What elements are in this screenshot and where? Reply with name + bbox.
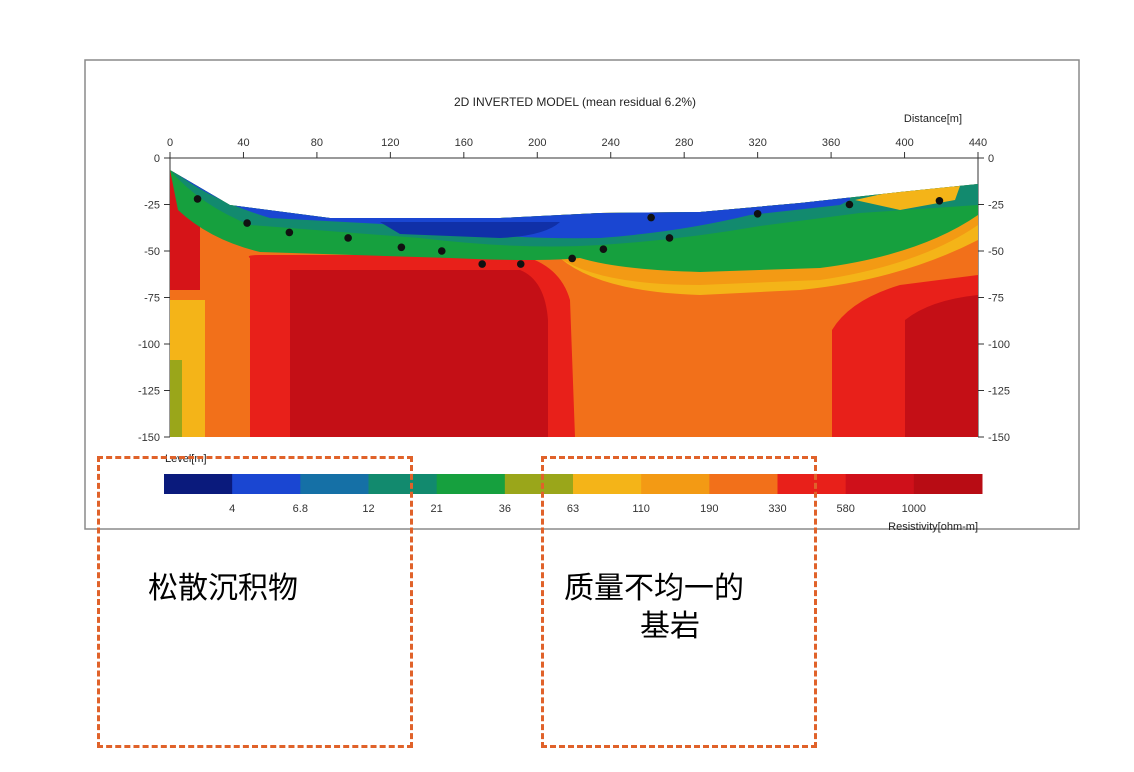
y-tick-label-left: 0 — [154, 153, 160, 165]
loose-sediment-annotation: 松散沉积物 — [148, 571, 298, 606]
colorbar-segment — [777, 474, 847, 494]
x-tick-label: 0 — [167, 137, 173, 149]
colorbar-labels: 4 6.8 12 21 36 63 110 190 330 580 1000 — [229, 503, 926, 515]
y-tick-label-right: -75 — [988, 293, 1004, 305]
colorbar-segment — [300, 474, 369, 494]
colorbar-label: 6.8 — [293, 503, 308, 515]
colorbar-label: 580 — [836, 503, 854, 515]
y-tick-label-right: -100 — [988, 339, 1010, 351]
y-axis-ticks: 0 0 -25 -25 -50 -50 -75 -75 -100 -100 -125 -125 -150… — [138, 153, 1010, 444]
y-tick-label-left: -150 — [138, 432, 160, 444]
electrode-dot — [285, 228, 294, 237]
x-tick-label: 440 — [969, 137, 987, 149]
electrode-dot — [845, 200, 854, 209]
y-tick-label-left: -75 — [144, 293, 160, 305]
layer-navy-patches — [380, 222, 560, 238]
electrode-dot — [665, 234, 674, 242]
colorbar-segment — [164, 474, 233, 494]
colorbar-segment — [845, 474, 915, 494]
x-tick-label: 320 — [748, 137, 766, 149]
bedrock-annotation-line1: 质量不均一的 — [564, 571, 744, 606]
layer-left-olive — [170, 360, 182, 437]
electrode-points — [193, 195, 944, 268]
y-tick-label-right: -25 — [988, 200, 1004, 212]
colorbar-label: 190 — [700, 503, 718, 515]
electrode-dot — [753, 210, 762, 218]
resistivity-label: Resistivity[ohm-m] — [888, 521, 978, 533]
layer-right-top-patch — [855, 186, 960, 210]
electrode-dot — [516, 260, 525, 268]
x-axis-ticks: 0 40 80 120 160 200 240 280 320 360 400 440 — [167, 137, 987, 158]
x-tick-label: 360 — [822, 137, 840, 149]
bedrock-annotation-line2: 基岩 — [640, 609, 700, 644]
colorbar-segment — [504, 474, 574, 494]
x-tick-label: 400 — [895, 137, 913, 149]
layer-deep-darkred-block — [290, 270, 548, 437]
colorbar-label: 12 — [362, 503, 374, 515]
colorbar-segment — [368, 474, 438, 494]
y-tick-label-left: -50 — [144, 246, 160, 258]
y-tick-label-right: -150 — [988, 432, 1010, 444]
distance-axis-label: Distance[m] — [904, 113, 962, 125]
electrode-dot — [193, 195, 202, 203]
colorbar-segment — [436, 474, 506, 494]
colorbar-segment — [709, 474, 778, 494]
electrode-dot — [647, 213, 655, 222]
colorbar-segment — [641, 474, 710, 494]
colorbar-label: 36 — [499, 503, 511, 515]
chart-title: 2D INVERTED MODEL (mean residual 6.2%) — [454, 95, 696, 109]
x-tick-label: 200 — [528, 137, 546, 149]
x-tick-label: 80 — [311, 137, 323, 149]
electrode-dot — [568, 254, 576, 263]
colorbar-segment — [913, 474, 983, 494]
x-tick-label: 280 — [675, 137, 693, 149]
electrode-dot — [243, 219, 251, 227]
colorbar-label: 63 — [567, 503, 579, 515]
layer-right-darkred — [905, 295, 978, 437]
x-tick-label: 40 — [237, 137, 249, 149]
colorbar-label: 330 — [768, 503, 786, 515]
y-tick-label-right: -125 — [988, 386, 1010, 398]
loose-sediment-box — [97, 456, 413, 748]
y-tick-label-right: 0 — [988, 153, 994, 165]
y-tick-label-left: -100 — [138, 339, 160, 351]
bedrock-box — [541, 456, 817, 748]
y-tick-label-right: -50 — [988, 246, 1004, 258]
colorbar-label: 4 — [229, 503, 235, 515]
electrode-dot — [437, 247, 446, 255]
x-tick-label: 160 — [455, 137, 473, 149]
y-tick-label-left: -125 — [138, 386, 160, 398]
x-tick-label: 120 — [381, 137, 399, 149]
colorbar-label: 1000 — [902, 503, 926, 515]
electrode-dot — [599, 245, 608, 253]
y-tick-label-left: -25 — [144, 200, 160, 212]
electrode-dot — [935, 196, 944, 205]
electrode-dot — [344, 234, 352, 242]
colorbar-segment — [232, 474, 301, 494]
colorbar-label: 110 — [632, 503, 650, 515]
electrode-dot — [397, 243, 406, 252]
x-tick-label: 240 — [602, 137, 620, 149]
resistivity-colorbar — [164, 474, 983, 494]
electrode-dot — [478, 260, 486, 268]
colorbar-segment — [573, 474, 642, 494]
colorbar-label: 21 — [431, 503, 443, 515]
